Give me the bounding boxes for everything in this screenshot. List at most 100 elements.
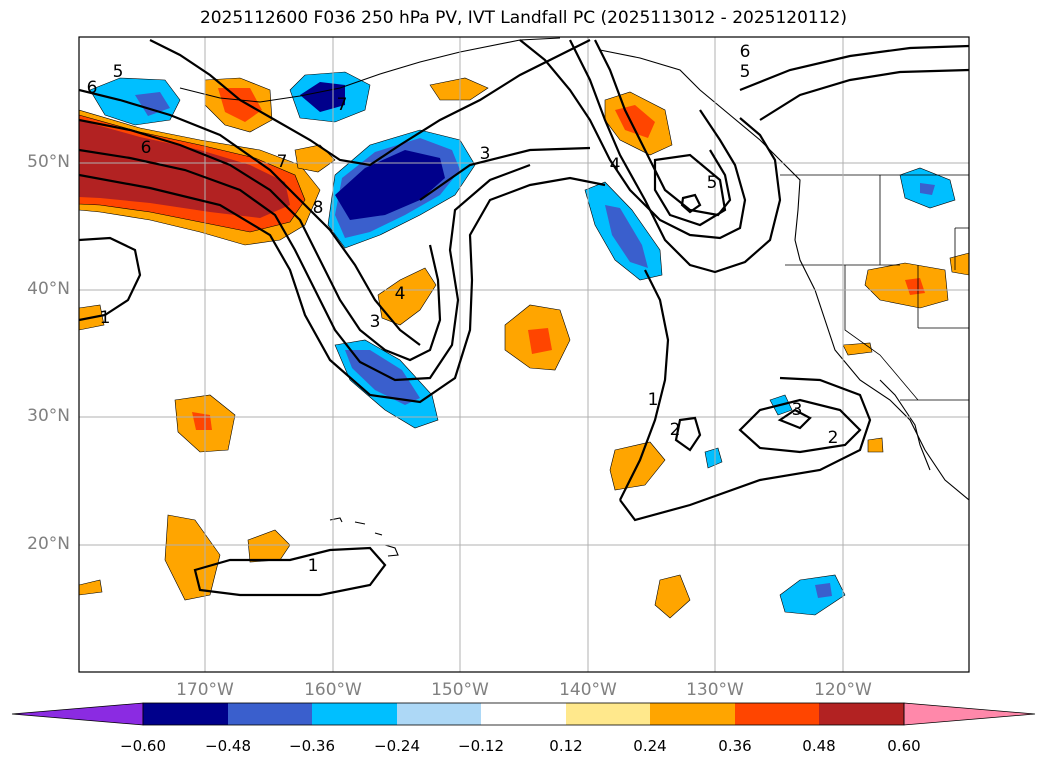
colorbar-segment: [566, 703, 650, 725]
colorbar-segment: [650, 703, 735, 725]
colorbar-low-extension: [11, 702, 144, 726]
contour-label: 3: [370, 312, 381, 332]
contour-line: [79, 88, 421, 346]
positive-anomaly-small-east: [842, 342, 873, 356]
colorbar-tick-label: 0.36: [718, 737, 752, 755]
negative-anomaly-pacific-east-core: [605, 205, 648, 268]
positive-anomaly-north-center: [429, 77, 489, 101]
contour-line: [759, 68, 969, 121]
contour-line: [519, 39, 747, 240]
positive-anomaly-midlat: [377, 267, 437, 326]
colorbar: [11, 702, 1036, 726]
colorbar-segment: [397, 703, 481, 725]
contour-label: 1: [308, 556, 319, 576]
colorbar-tick-label: −0.60: [120, 737, 166, 755]
colorbar-tick-label: −0.36: [289, 737, 335, 755]
contour-label: 1: [648, 390, 659, 410]
positive-anomaly-gulf-core: [218, 88, 262, 122]
positive-anomaly-west-edge: [79, 579, 103, 596]
contour-labels: 1 1 1 2 2 3 3 3 4 4 5 5 5 6 6 6 7 7 8: [87, 42, 839, 576]
colorbar-tick-label: −0.48: [205, 737, 251, 755]
negative-anomaly-southeast-core: [815, 583, 832, 598]
colorbar-tick-label: 0.12: [549, 737, 583, 755]
contour-line: [777, 408, 812, 430]
contour-line: [79, 173, 606, 404]
contour-label: 6: [87, 78, 98, 98]
positive-anomaly-southeast: [654, 574, 691, 619]
positive-anomaly-bc-core: [615, 105, 655, 138]
contour-line: [193, 546, 387, 597]
contour-label: 3: [792, 400, 803, 420]
colorbar-border: [142, 702, 905, 726]
contour-label: 5: [740, 62, 751, 82]
contour-label: 5: [113, 62, 124, 82]
contour-line: [619, 376, 872, 522]
lon-label-130w: 130°W: [686, 680, 744, 700]
contour-label: 2: [828, 428, 839, 448]
colorbar-tick-label: 0.60: [887, 737, 921, 755]
contour-line: [79, 118, 442, 362]
negative-anomaly-northwest-core: [135, 92, 170, 116]
contour-label: 3: [480, 144, 491, 164]
hawaii-islands: [329, 517, 399, 557]
contour-line: [419, 146, 591, 201]
contour-label: 5: [707, 173, 718, 193]
lon-label-140w: 140°W: [559, 680, 617, 700]
contour-line: [680, 193, 702, 214]
negative-anomaly-northeast-core: [920, 183, 935, 195]
contour-line: [674, 416, 702, 452]
colorbar-high-extension: [903, 702, 1036, 726]
contour-label: 6: [740, 42, 751, 62]
map-plot-area: 1 1 1 2 2 3 3 3 4 4 5 5 5 6 6 6 7 7 8: [79, 37, 969, 672]
contour-line: [149, 39, 591, 167]
contour-line: [594, 39, 732, 217]
positive-anomaly-sw-small: [247, 529, 291, 563]
lat-label-20n: 20°N: [27, 534, 70, 554]
colorbar-tick-label: 0.48: [802, 737, 836, 755]
contour-line: [569, 39, 782, 274]
contour-line: [79, 148, 531, 382]
plot-border: [78, 36, 970, 673]
baja-coastline: [879, 379, 931, 471]
positive-anomaly-south: [164, 514, 221, 601]
negative-anomaly-northwest: [89, 77, 181, 126]
colorbar-segment: [143, 703, 228, 725]
lat-label-30n: 30°N: [27, 406, 70, 426]
contour-label: 7: [277, 152, 288, 172]
lat-label-40n: 40°N: [27, 279, 70, 299]
colorbar-segment: [228, 703, 312, 725]
contour-line: [653, 153, 727, 227]
negative-anomaly-southeast: [779, 574, 846, 616]
contour-line: [738, 398, 862, 454]
positive-anomaly-east-edge: [949, 252, 969, 276]
positive-anomaly-small: [294, 144, 336, 173]
positive-anomaly-california: [864, 262, 949, 309]
map-title: 2025112600 F036 250 hPa PV, IVT Landfall…: [199, 8, 847, 28]
contour-label: 4: [395, 284, 406, 304]
contour-label: 1: [100, 308, 111, 328]
colorbar-tick-label: −0.24: [374, 737, 420, 755]
negative-anomaly-small-2: [704, 447, 723, 469]
lat-label-50n: 50°N: [27, 152, 70, 172]
anomaly-shading: [79, 71, 969, 619]
lon-label-150w: 150°W: [431, 680, 489, 700]
contour-line: [79, 236, 142, 322]
colorbar-segment: [481, 703, 566, 725]
contour-label: 7: [337, 95, 348, 115]
colorbar-segment: [312, 703, 397, 725]
contour-label: 2: [670, 420, 681, 440]
lon-label-120w: 120°W: [814, 680, 872, 700]
colorbar-tick-label: 0.24: [633, 737, 667, 755]
contour-label: 4: [610, 155, 621, 175]
lon-label-160w: 160°W: [304, 680, 362, 700]
contour-lines: [79, 39, 969, 597]
contour-line: [739, 44, 969, 92]
colorbar-segment: [735, 703, 819, 725]
negative-anomaly-north-pacific-core: [335, 150, 445, 220]
colorbar-segment: [819, 703, 904, 725]
contour-label: 8: [313, 198, 324, 218]
positive-anomaly-small-east-2: [867, 437, 884, 453]
colorbar-tick-label: −0.12: [458, 737, 504, 755]
contour-label: 6: [141, 138, 152, 158]
